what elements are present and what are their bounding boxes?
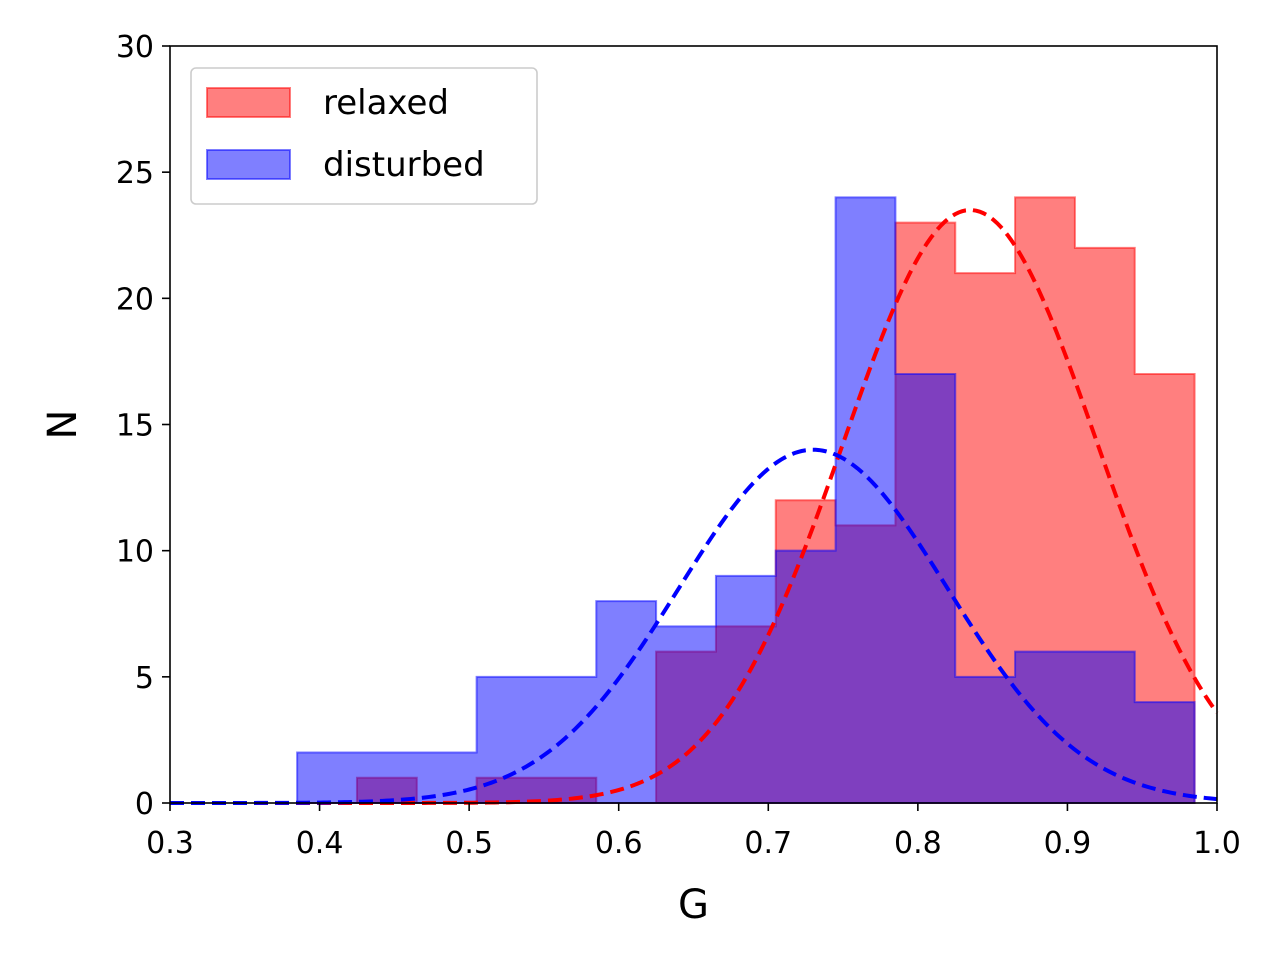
y-tick-label: 25 (116, 156, 154, 191)
x-tick-label: 0.3 (146, 826, 194, 861)
y-axis-label: N (40, 410, 86, 440)
y-axis-ticks: 0 5 10 15 20 25 30 (116, 30, 170, 822)
x-axis-label: G (678, 882, 709, 928)
y-tick-label: 20 (116, 282, 154, 317)
x-tick-label: 0.4 (296, 826, 344, 861)
x-tick-label: 0.7 (744, 826, 792, 861)
y-tick-label: 30 (116, 30, 154, 65)
y-tick-label: 10 (116, 535, 154, 570)
x-tick-label: 0.9 (1044, 826, 1092, 861)
legend-label-relaxed: relaxed (323, 83, 449, 123)
x-tick-label: 0.6 (595, 826, 643, 861)
histogram-bars (296, 196, 1196, 804)
legend-swatch-relaxed (206, 87, 291, 118)
legend-swatch-disturbed (206, 149, 291, 180)
x-tick-label: 0.5 (445, 826, 493, 861)
x-tick-label: 0.8 (894, 826, 942, 861)
y-tick-label: 5 (135, 661, 154, 696)
legend: relaxed disturbed (190, 67, 538, 205)
legend-label-disturbed: disturbed (323, 145, 485, 185)
fit-curve-disturbed (170, 447, 1218, 805)
y-tick-label: 0 (135, 787, 154, 822)
x-tick-label: 1.0 (1193, 826, 1241, 861)
x-axis-ticks: 0.3 0.4 0.5 0.6 0.7 0.8 0.9 1.0 (146, 803, 1241, 861)
y-tick-label: 15 (116, 409, 154, 444)
